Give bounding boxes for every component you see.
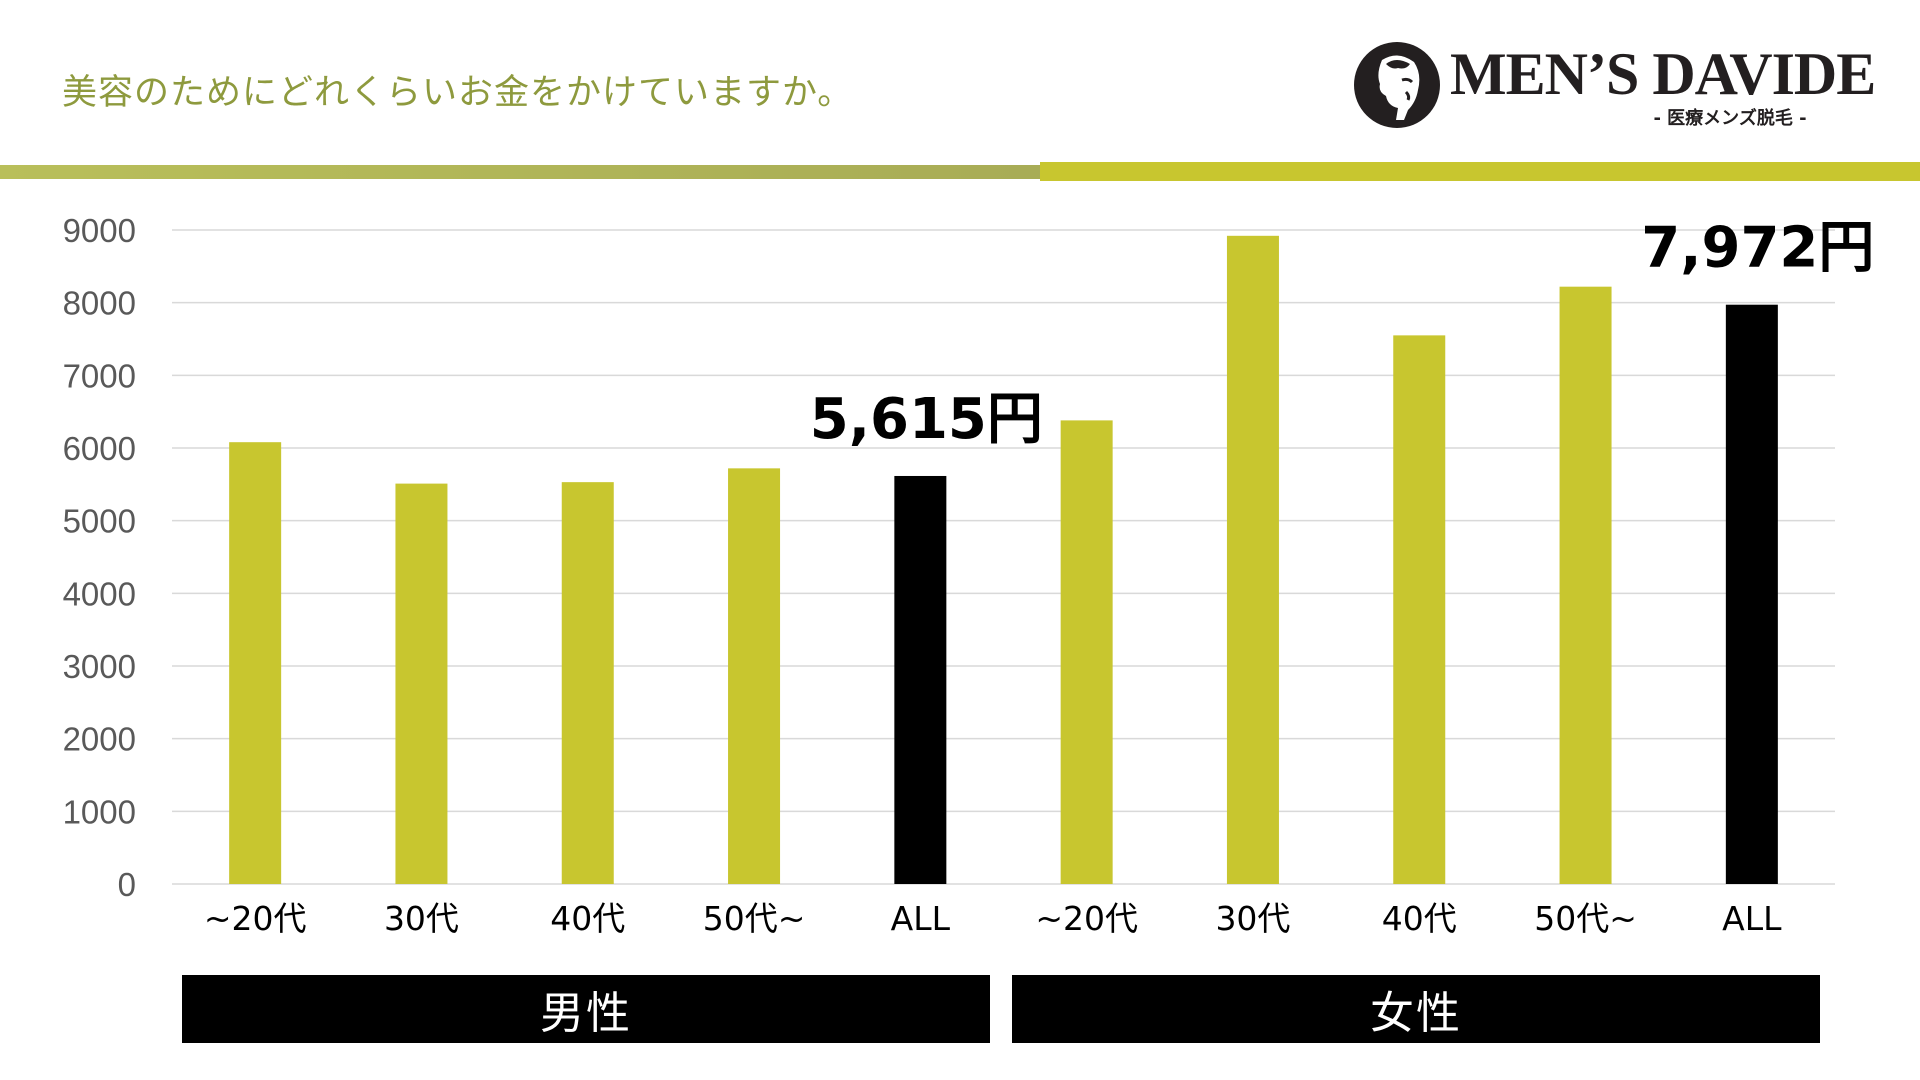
y-tick-label: 3000 (63, 648, 136, 685)
bar (1725, 304, 1778, 885)
data-label: 7,972円 (1641, 216, 1874, 281)
y-tick-label: 0 (118, 866, 136, 903)
y-tick-label: 2000 (63, 721, 136, 758)
y-tick-label: 4000 (63, 575, 136, 612)
y-tick-label: 1000 (63, 793, 136, 830)
x-tick-label: ALL (891, 899, 951, 938)
x-tick-label: ALL (1722, 899, 1782, 938)
x-tick-label: ~20代 (1035, 899, 1138, 938)
survey-question-title: 美容のためにどれくらいお金をかけていますか。 (62, 73, 854, 113)
y-tick-label: 9000 (63, 212, 136, 249)
header-divider-left (0, 165, 1040, 179)
x-tick-label: ~20代 (204, 899, 307, 938)
x-tick-label: 30代 (1215, 899, 1290, 938)
y-tick-label: 5000 (63, 503, 136, 540)
x-tick-label: 50代~ (1534, 899, 1637, 938)
group-label-male: 男性 (182, 975, 990, 1043)
y-tick-label: 6000 (63, 430, 136, 467)
bar (1559, 286, 1612, 884)
header-divider-right (1040, 162, 1920, 181)
bar (1226, 235, 1279, 884)
x-tick-label: 40代 (550, 899, 625, 938)
y-tick-label: 8000 (63, 285, 136, 322)
bar (894, 475, 947, 884)
david-head-icon (1354, 42, 1440, 128)
bar (395, 483, 448, 884)
group-label-female: 女性 (1012, 975, 1820, 1043)
data-label: 5,615円 (810, 387, 1043, 452)
bar (728, 468, 781, 884)
x-tick-label: 50代~ (703, 899, 806, 938)
y-tick-label: 7000 (63, 357, 136, 394)
bar (561, 482, 614, 884)
brand-tagline: - 医療メンズ脱毛 - (1653, 108, 1807, 129)
x-tick-label: 40代 (1382, 899, 1457, 938)
brand-name: MEN’S DAVIDE (1450, 41, 1876, 107)
brand-logo: MEN’S DAVIDE - 医療メンズ脱毛 - (1352, 40, 1880, 140)
x-tick-label: 30代 (384, 899, 459, 938)
bar (1393, 335, 1446, 884)
bar (1060, 420, 1113, 884)
bar (229, 442, 282, 884)
